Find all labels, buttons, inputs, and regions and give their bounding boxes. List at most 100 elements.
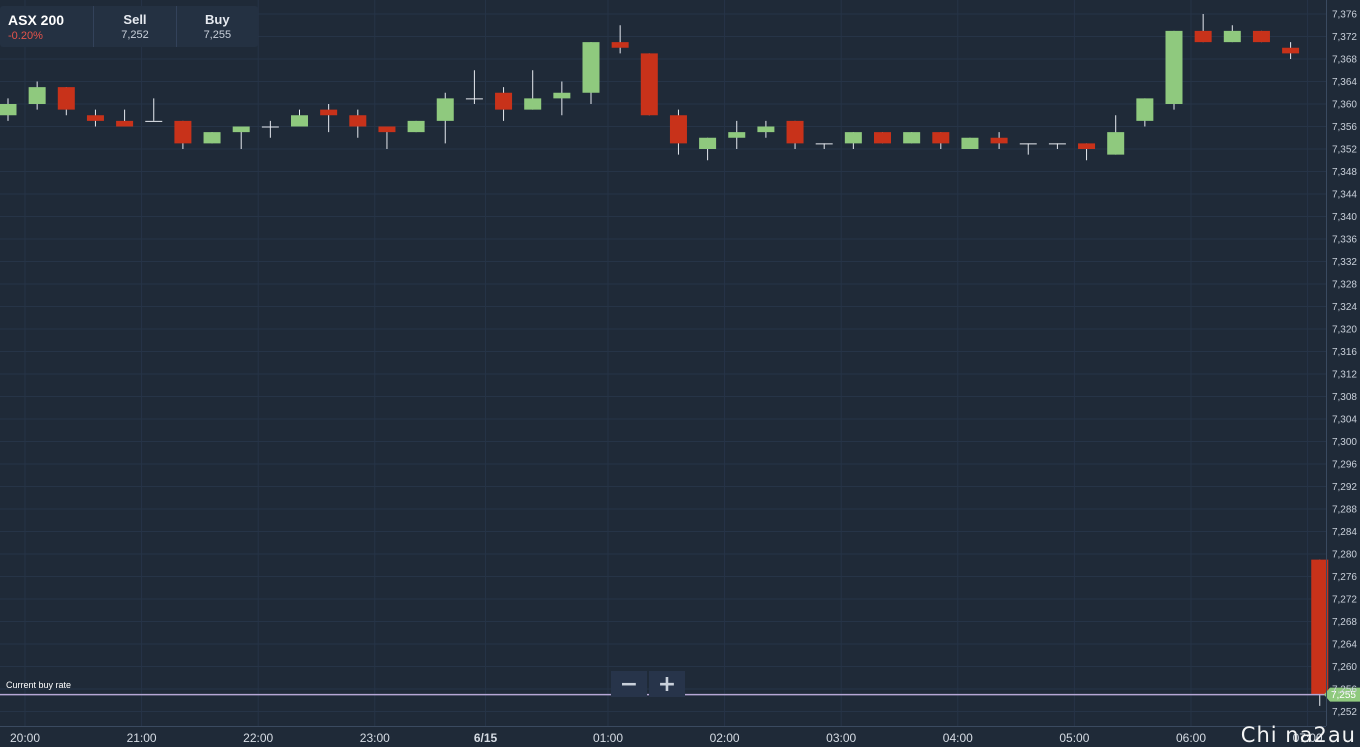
- candle: [669, 109, 687, 155]
- candle: [1048, 143, 1066, 149]
- candle: [320, 104, 338, 133]
- candle: [174, 120, 192, 149]
- zoom-in-button[interactable]: +: [649, 671, 685, 697]
- candle-body: [0, 104, 17, 116]
- candles: [0, 14, 1329, 706]
- y-tick-label: 7,288: [1332, 505, 1357, 516]
- candle-body: [582, 42, 600, 93]
- candle-body: [174, 120, 192, 144]
- candle-body: [757, 126, 775, 133]
- candle-body: [844, 132, 862, 144]
- sell-value: 7,252: [121, 29, 149, 41]
- y-tick-label: 7,264: [1332, 640, 1357, 651]
- x-tick-label: 04:00: [943, 731, 973, 745]
- candle: [932, 132, 950, 149]
- y-tick-label: 7,360: [1332, 100, 1357, 111]
- y-tick-label: 7,308: [1332, 392, 1357, 403]
- x-tick-label: 22:00: [243, 731, 273, 745]
- candle-body: [1282, 47, 1300, 54]
- candle: [0, 98, 17, 121]
- y-tick-label: 7,372: [1332, 32, 1357, 43]
- candle: [786, 120, 804, 149]
- candle-body: [524, 98, 542, 110]
- candle: [1252, 30, 1270, 43]
- candle-body: [1252, 30, 1270, 43]
- candle: [1019, 143, 1037, 155]
- candle: [1282, 42, 1300, 59]
- candle-body: [349, 115, 367, 127]
- chart-grid: [0, 0, 1326, 726]
- candle-body: [1165, 30, 1183, 104]
- candle: [728, 120, 746, 149]
- x-tick-label: 23:00: [360, 731, 390, 745]
- candle: [844, 132, 862, 149]
- candle-body: [874, 132, 891, 144]
- sell-button[interactable]: Sell 7,252: [93, 6, 175, 47]
- y-tick-label: 7,364: [1332, 77, 1357, 88]
- candle-body: [611, 42, 629, 48]
- x-tick-label: 07:00: [1293, 731, 1323, 745]
- zoom-out-button[interactable]: −: [611, 671, 647, 697]
- candle-body: [261, 126, 279, 128]
- candle: [1136, 98, 1154, 127]
- y-tick-label: 7,252: [1332, 707, 1357, 718]
- candle: [1078, 143, 1096, 161]
- candle-body: [320, 109, 338, 116]
- candle: [524, 70, 542, 110]
- candle-body: [932, 132, 950, 144]
- candle: [1107, 115, 1125, 155]
- candle-body: [1048, 143, 1066, 145]
- y-tick-label: 7,300: [1332, 437, 1357, 448]
- candle-body: [28, 87, 46, 104]
- y-tick-label: 7,272: [1332, 595, 1357, 606]
- candle: [1194, 14, 1212, 43]
- y-tick-label: 7,348: [1332, 167, 1357, 178]
- instrument-info: ASX 200 -0.20%: [0, 6, 93, 47]
- x-tick-label: 20:00: [10, 731, 40, 745]
- candle-body: [815, 143, 833, 145]
- y-tick-label: 7,260: [1332, 662, 1357, 673]
- candle: [815, 143, 833, 149]
- watermark: Chi na2au: [1240, 723, 1356, 747]
- candle-body: [145, 120, 163, 122]
- candle: [116, 109, 134, 127]
- y-tick-label: 7,280: [1332, 550, 1357, 561]
- y-axis: 7,252 7,256 7,260 7,264 7,268 7,272 7,276 7,280…: [1326, 0, 1357, 726]
- y-tick-label: 7,284: [1332, 527, 1357, 538]
- instrument-name: ASX 200: [8, 11, 65, 28]
- y-tick-label: 7,328: [1332, 280, 1357, 291]
- candle: [582, 42, 600, 104]
- y-tick-label: 7,296: [1332, 460, 1357, 471]
- sell-label: Sell: [123, 12, 147, 27]
- candle-body: [1136, 98, 1154, 121]
- candle-body: [116, 120, 134, 127]
- candle-body: [699, 137, 717, 149]
- candle-body: [495, 92, 513, 110]
- y-tick-label: 7,256: [1332, 685, 1357, 696]
- instrument-header: ASX 200 -0.20% Sell 7,252 Buy 7,255: [0, 6, 258, 47]
- candle: [903, 132, 921, 144]
- y-tick-label: 7,268: [1332, 617, 1357, 628]
- candle: [291, 109, 308, 127]
- x-tick-label: 03:00: [826, 731, 856, 745]
- candle: [232, 126, 250, 149]
- candle: [203, 132, 221, 144]
- candle: [436, 92, 454, 144]
- y-tick-label: 7,352: [1332, 145, 1357, 156]
- y-tick-label: 7,340: [1332, 212, 1357, 223]
- y-tick-label: 7,332: [1332, 257, 1357, 268]
- candle-body: [990, 137, 1008, 144]
- candle-body: [57, 87, 75, 110]
- x-tick-label: 21:00: [127, 731, 157, 745]
- candle: [378, 126, 396, 149]
- y-tick-label: 7,324: [1332, 302, 1357, 313]
- candle: [553, 81, 571, 116]
- candle: [640, 53, 658, 116]
- candle-body: [203, 132, 221, 144]
- candle: [465, 70, 483, 104]
- candle-body: [553, 92, 571, 99]
- buy-button[interactable]: Buy 7,255: [175, 6, 258, 47]
- candle: [495, 87, 513, 121]
- candle: [28, 81, 46, 110]
- candle-body: [378, 126, 396, 133]
